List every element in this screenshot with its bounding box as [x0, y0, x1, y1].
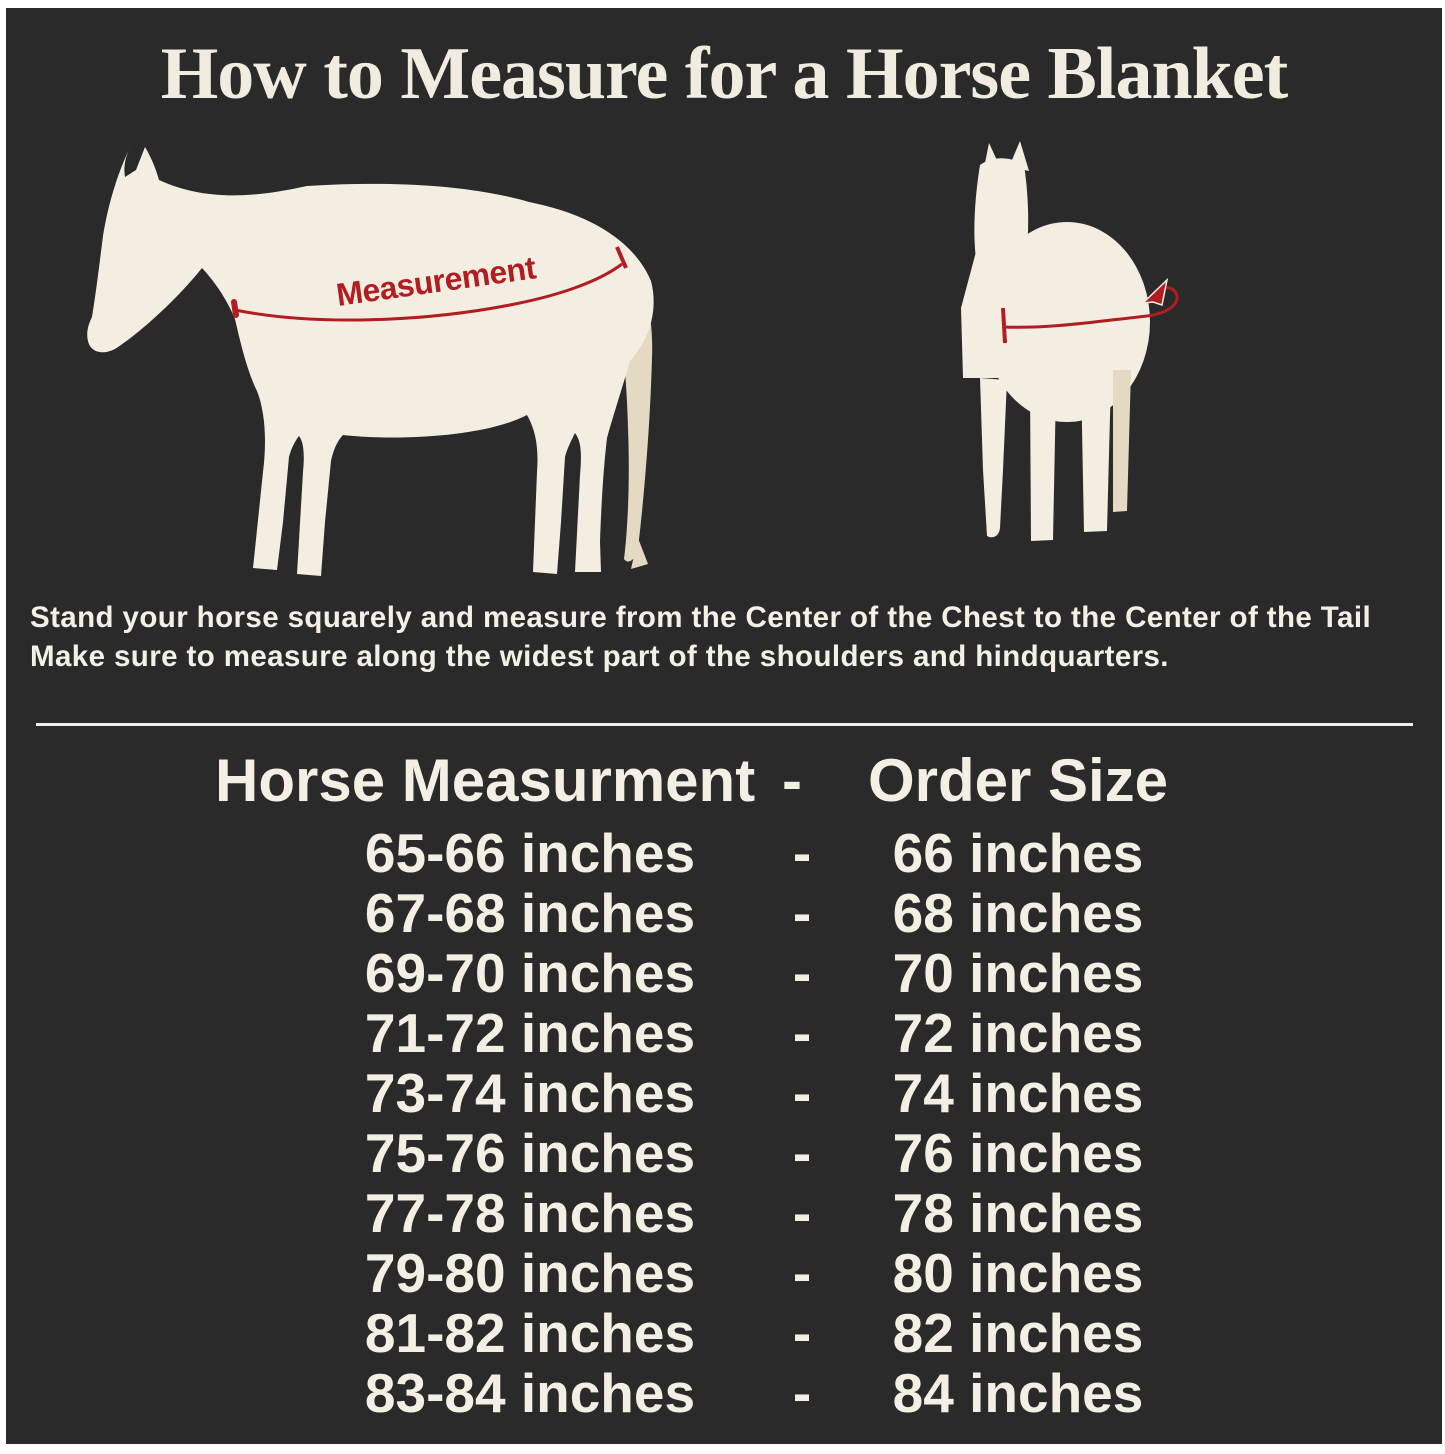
- side-view-horse-illustration: Measurement: [87, 146, 654, 576]
- header-measurement: Horse Measurment: [215, 747, 756, 814]
- row-measurement: 77-78 inches: [364, 1182, 696, 1244]
- row-size: 84 inches: [892, 1362, 1144, 1424]
- row-separator: -: [792, 1362, 812, 1424]
- row-measurement: 71-72 inches: [364, 1002, 696, 1064]
- divider-line: [36, 723, 1413, 726]
- girth-line-tick: [1001, 307, 1007, 344]
- row-measurement: 75-76 inches: [364, 1122, 696, 1184]
- measurement-line-end-tick: [615, 246, 628, 269]
- row-separator: -: [792, 1182, 812, 1244]
- size-table-row: 83-84 inches - 84 inches: [6, 1363, 1442, 1423]
- row-separator: -: [792, 942, 812, 1004]
- row-size: 80 inches: [892, 1242, 1144, 1304]
- size-table-row: 73-74 inches - 74 inches: [6, 1063, 1442, 1123]
- size-table-row: 71-72 inches - 72 inches: [6, 1003, 1442, 1063]
- row-measurement: 69-70 inches: [364, 942, 696, 1004]
- row-separator: -: [792, 1242, 812, 1304]
- horse-body: [87, 146, 654, 576]
- row-separator: -: [792, 822, 812, 884]
- size-table-row: 75-76 inches - 76 inches: [6, 1123, 1442, 1183]
- row-size: 76 inches: [892, 1122, 1144, 1184]
- row-measurement: 65-66 inches: [364, 822, 696, 884]
- front-view-horse-illustration: [961, 141, 1179, 541]
- horse-hind-leg-near: [1081, 376, 1111, 532]
- size-table-row: 79-80 inches - 80 inches: [6, 1243, 1442, 1303]
- row-size: 74 inches: [892, 1062, 1144, 1124]
- row-measurement: 79-80 inches: [364, 1242, 696, 1304]
- row-size: 82 inches: [892, 1302, 1144, 1364]
- row-size: 70 inches: [892, 942, 1144, 1004]
- row-separator: -: [792, 1122, 812, 1184]
- girth-arrowhead: [1140, 277, 1169, 306]
- row-size: 66 inches: [892, 822, 1144, 884]
- header-order-size: Order Size: [867, 747, 1169, 814]
- size-table-row: 69-70 inches - 70 inches: [6, 943, 1442, 1003]
- instructions-line-2: Make sure to measure along the widest pa…: [30, 640, 1169, 673]
- header-separator: -: [782, 747, 802, 814]
- horse-front-leg-right: [1030, 386, 1056, 541]
- row-size: 68 inches: [892, 882, 1144, 944]
- horse-front-leg-left: [980, 378, 1007, 538]
- girth-arrow-line: [1003, 286, 1179, 329]
- page-title: How to Measure for a Horse Blanket: [160, 33, 1289, 115]
- row-measurement: 81-82 inches: [364, 1302, 696, 1364]
- row-size: 72 inches: [892, 1002, 1144, 1064]
- size-table-body: 65-66 inches - 66 inches 67-68 inches - …: [6, 823, 1442, 1423]
- size-table-header: Horse Measurment - Order Size: [6, 738, 1442, 823]
- row-separator: -: [792, 882, 812, 944]
- horse-tail-wisp: [631, 538, 648, 569]
- row-separator: -: [792, 1302, 812, 1364]
- size-table-row: 81-82 inches - 82 inches: [6, 1303, 1442, 1363]
- row-size: 78 inches: [892, 1182, 1144, 1244]
- size-table-row: 77-78 inches - 78 inches: [6, 1183, 1442, 1243]
- horse-hind-leg-far: [1113, 370, 1131, 512]
- measurement-line-start-tick: [231, 299, 239, 318]
- instructions-line-1: Stand your horse squarely and measure fr…: [30, 601, 1372, 634]
- size-table: Horse Measurment - Order Size 65-66 inch…: [6, 738, 1442, 1423]
- measurement-line: [234, 262, 623, 322]
- row-separator: -: [792, 1002, 812, 1064]
- row-separator: -: [792, 1062, 812, 1124]
- row-measurement: 73-74 inches: [364, 1062, 696, 1124]
- size-table-row: 65-66 inches - 66 inches: [6, 823, 1442, 883]
- row-measurement: 67-68 inches: [364, 882, 696, 944]
- row-measurement: 83-84 inches: [364, 1362, 696, 1424]
- instructions: Stand your horse squarely and measure fr…: [30, 598, 1425, 676]
- size-table-row: 67-68 inches - 68 inches: [6, 883, 1442, 943]
- infographic-panel: How to Measure for a Horse Blanket Measu…: [6, 8, 1442, 1444]
